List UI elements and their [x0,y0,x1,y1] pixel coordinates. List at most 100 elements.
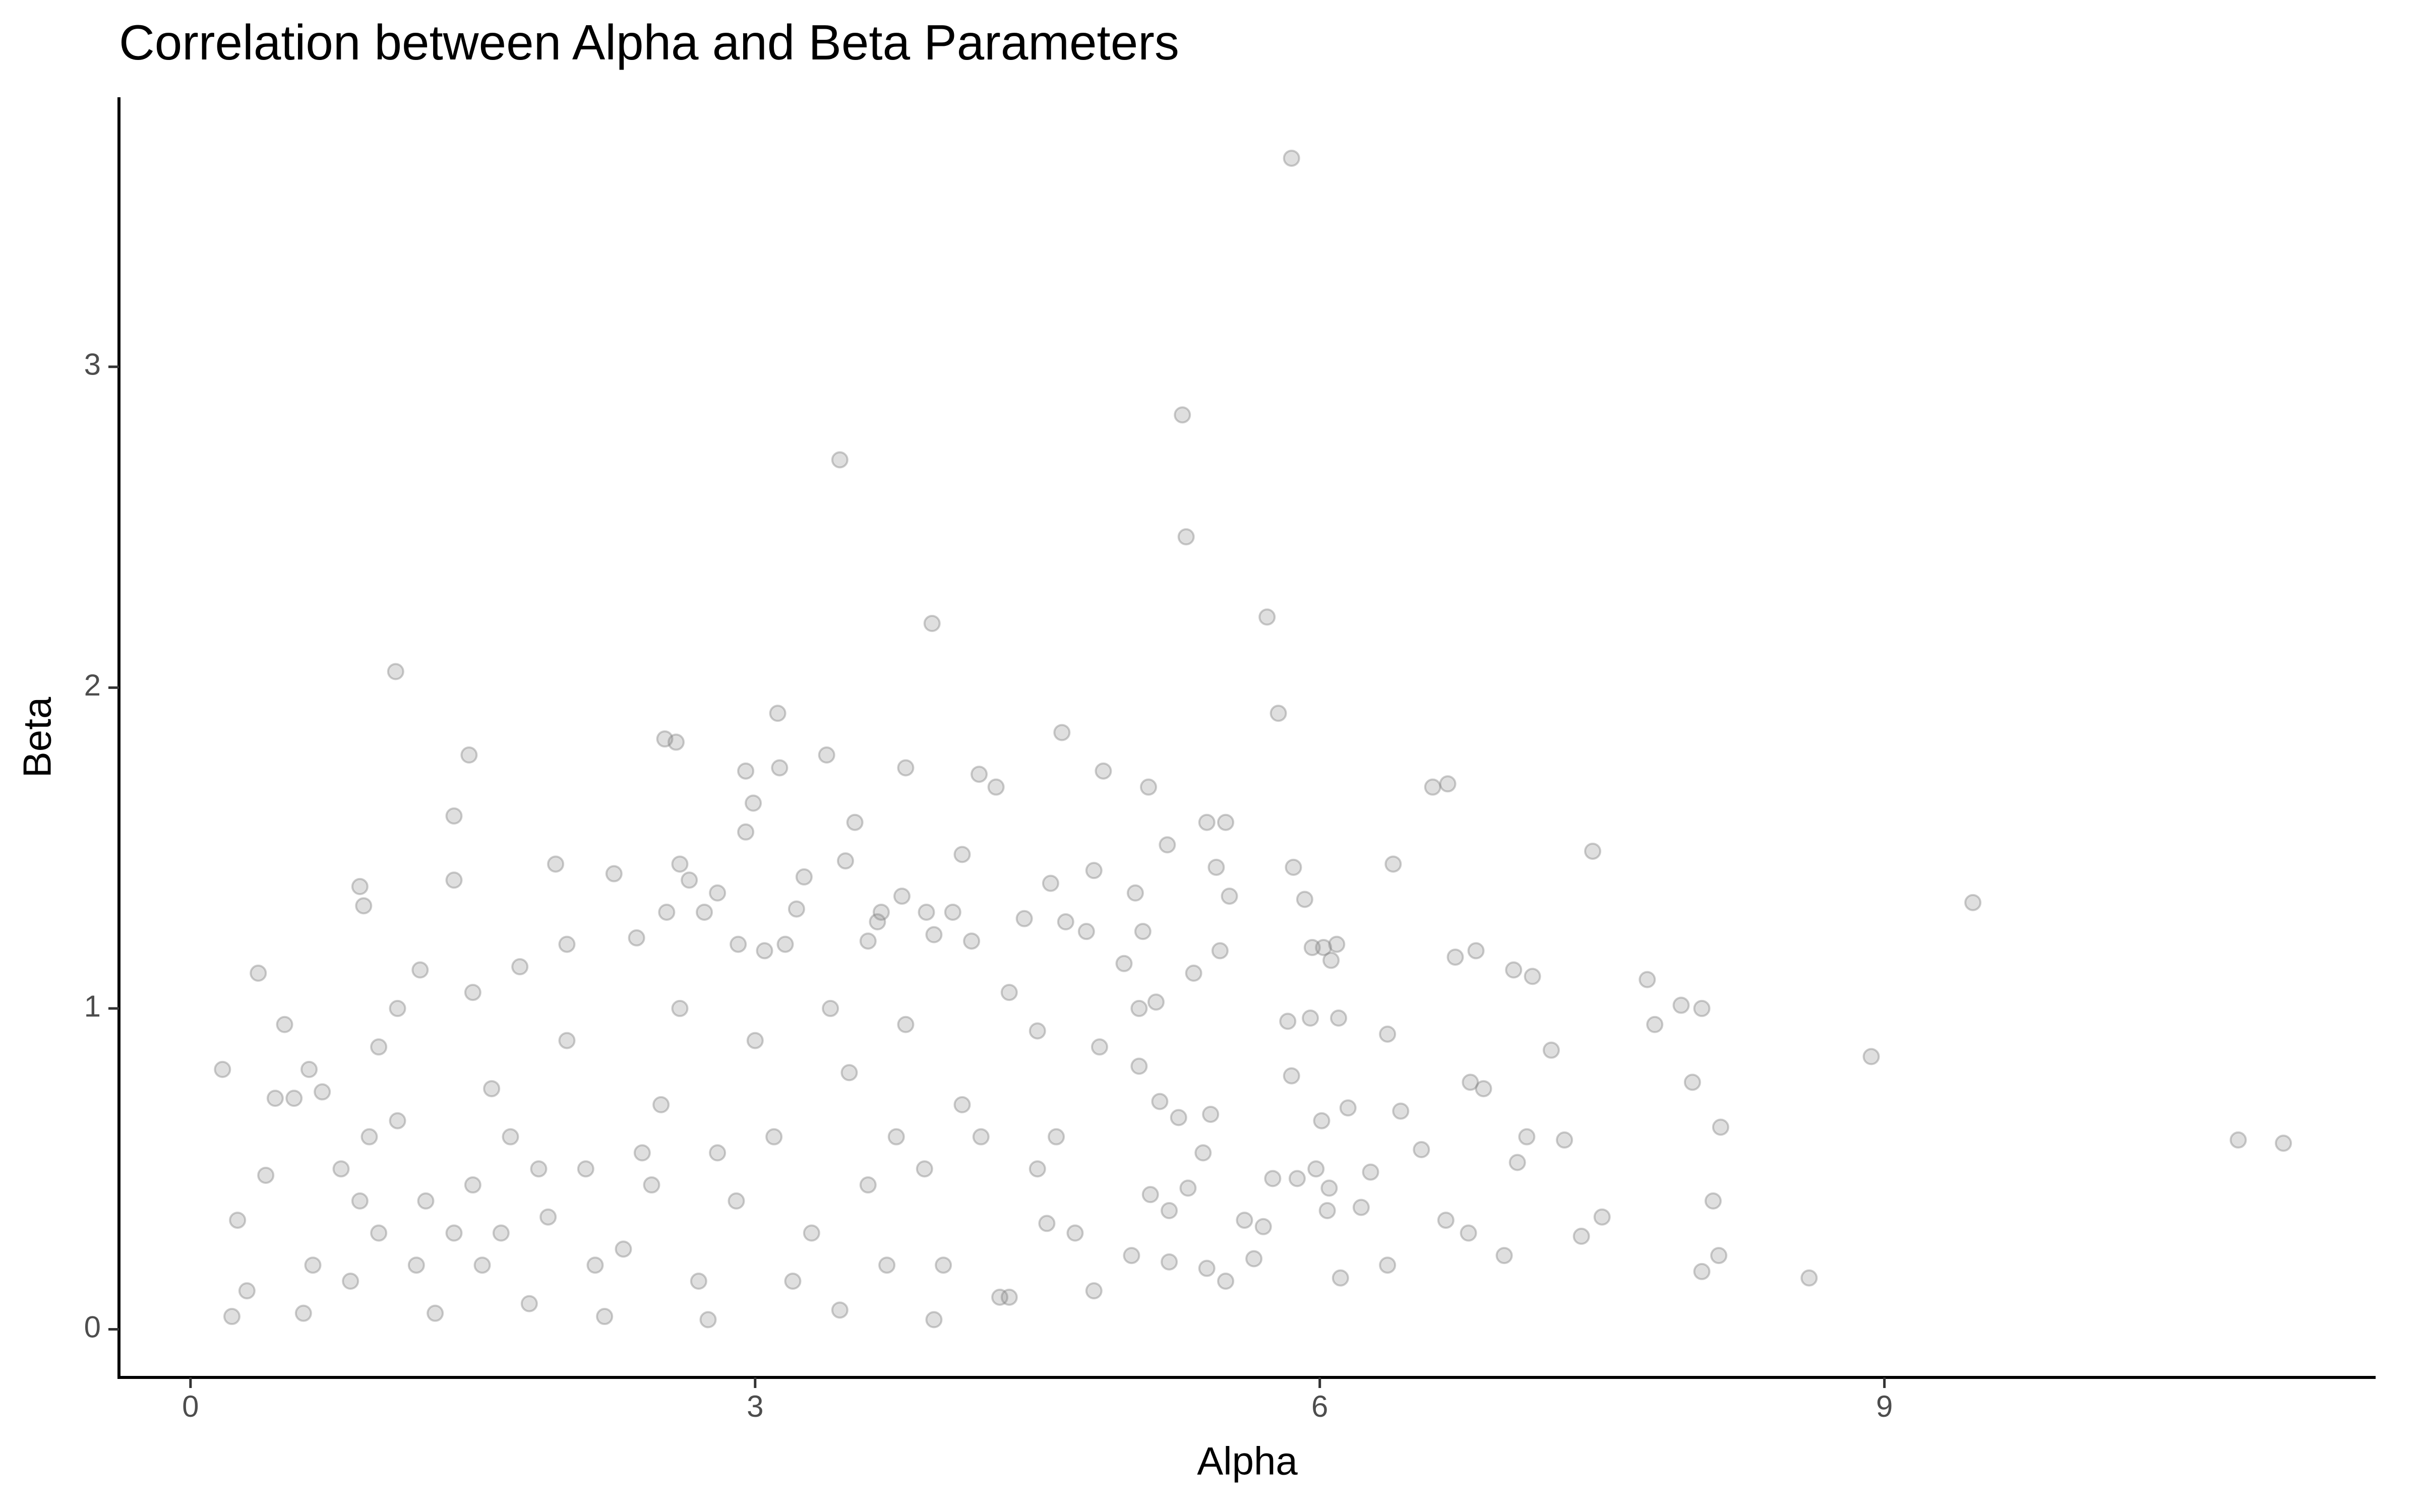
point [1556,1131,1574,1149]
point [1330,1010,1348,1027]
point [304,1256,322,1274]
point [1161,1253,1178,1271]
point [1066,1224,1084,1242]
point [1254,1218,1272,1235]
y-tick-label: 0 [84,1310,101,1344]
point [445,1224,463,1242]
y-tick-label: 2 [84,668,101,702]
point [1130,999,1148,1017]
point [1572,1227,1590,1245]
point [250,964,267,982]
point [530,1160,548,1178]
point [460,746,478,764]
point [1221,888,1238,905]
point [788,900,805,918]
point [355,897,373,915]
point [1462,1074,1479,1091]
point [963,932,981,950]
point [1140,778,1158,796]
point [887,1128,905,1146]
point [1202,1105,1220,1123]
point [1179,1179,1197,1197]
point [427,1304,444,1322]
point [266,1090,284,1107]
point [1085,862,1103,879]
point [1495,1247,1513,1265]
y-axis-title: Beta [15,697,59,778]
point [1693,999,1711,1017]
point [668,733,685,751]
point [1303,938,1321,956]
point [229,1212,247,1229]
point [214,1060,231,1078]
point [690,1273,707,1290]
point [1028,1022,1046,1040]
point [869,913,886,931]
point [1042,874,1059,892]
point [1328,935,1346,953]
point [745,794,762,812]
point [1130,1057,1148,1075]
point [1332,1269,1349,1287]
point [831,451,849,469]
point [897,759,915,777]
point [1245,1250,1263,1268]
point [464,1176,481,1194]
point [769,705,786,722]
point [1542,1041,1560,1059]
point [699,1311,717,1329]
point [370,1224,388,1242]
point [893,888,911,905]
point [987,778,1005,796]
point [776,935,794,953]
point [1236,1212,1253,1229]
point [1028,1160,1046,1178]
point [1288,1170,1306,1187]
point [1384,855,1402,873]
point [1467,942,1485,960]
point [1217,813,1235,831]
point [1800,1269,1818,1287]
point [1085,1282,1103,1300]
point [784,1273,802,1290]
point [846,813,864,831]
x-tick-label: 3 [747,1390,763,1423]
point [1057,913,1074,931]
point [389,999,406,1017]
point [539,1208,557,1226]
point [1091,1038,1108,1056]
point [577,1160,594,1178]
x-axis-title: Alpha [1197,1439,1298,1483]
point [756,942,773,960]
point [547,855,565,873]
point [628,929,645,947]
point [1198,813,1216,831]
point [1198,1259,1216,1277]
point [1211,942,1229,960]
point [1170,1109,1187,1126]
point [417,1192,435,1210]
point [765,1128,783,1146]
point [1315,938,1333,956]
point [1207,858,1225,876]
point [1339,1099,1357,1117]
point [709,1144,727,1162]
point [1283,1067,1300,1085]
point [483,1080,501,1098]
point [1439,775,1457,793]
point [1302,1010,1319,1027]
y-tick-label: 3 [84,348,101,382]
point [342,1273,359,1290]
point [1185,964,1202,982]
point [923,615,941,633]
point [238,1282,256,1300]
point [520,1295,538,1312]
point [294,1304,312,1322]
point [972,1128,990,1146]
point [795,868,813,886]
chart-title: Correlation between Alpha and Beta Param… [119,15,1179,70]
point [709,884,727,902]
point [859,932,877,950]
point [1000,1288,1018,1306]
